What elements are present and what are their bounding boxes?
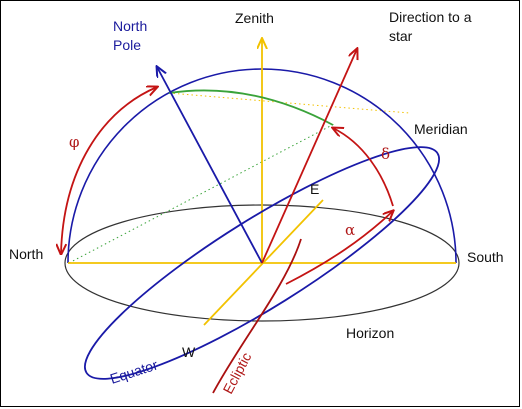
phi-angle-arrow — [61, 87, 157, 254]
delta-angle-arrow — [333, 128, 394, 207]
hour-circle-arc — [168, 89, 334, 126]
star-direction-line — [261, 49, 357, 264]
label-phi: φ — [69, 133, 80, 151]
label-horizon: Horizon — [346, 325, 394, 341]
label-north-pole-line1: North — [113, 18, 147, 34]
ecliptic-line — [212, 238, 302, 394]
label-equator: Equator — [108, 356, 160, 386]
equator-ellipse — [84, 146, 440, 380]
label-north-pole-line2: Pole — [113, 37, 141, 53]
label-delta: δ — [381, 145, 390, 163]
label-east: E — [310, 181, 319, 197]
label-alpha: α — [345, 221, 355, 239]
east-west-line — [203, 199, 324, 326]
polar-axis — [157, 67, 263, 264]
label-north: North — [9, 246, 43, 262]
alpha-angle-arrow — [285, 211, 393, 285]
label-direction-to-star-line2: star — [389, 28, 413, 44]
label-west: W — [182, 344, 196, 360]
label-direction-to-star-line1: Direction to a — [389, 9, 472, 25]
label-south: South — [467, 249, 504, 265]
label-meridian: Meridian — [414, 121, 468, 137]
label-zenith: Zenith — [235, 10, 274, 26]
